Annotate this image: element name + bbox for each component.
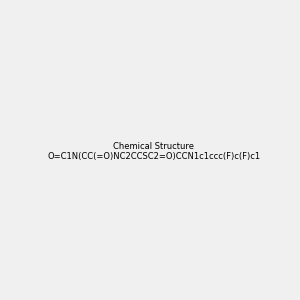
Text: Chemical Structure
O=C1N(CC(=O)NC2CCSC2=O)CCN1c1ccc(F)c(F)c1: Chemical Structure O=C1N(CC(=O)NC2CCSC2=… — [47, 142, 260, 161]
